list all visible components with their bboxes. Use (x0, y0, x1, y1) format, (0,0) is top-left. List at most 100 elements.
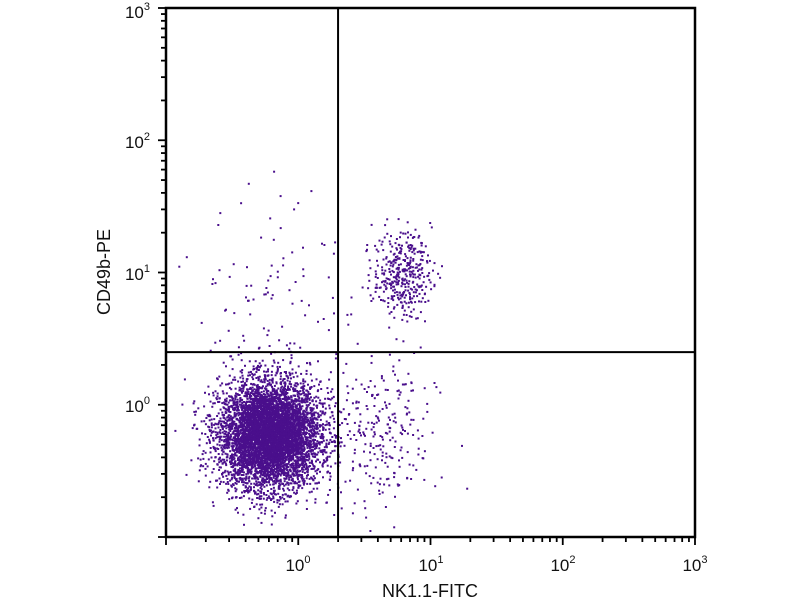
event-point (261, 381, 264, 384)
event-point (246, 424, 249, 426)
event-point (275, 474, 278, 477)
event-point (306, 405, 309, 408)
event-point (262, 459, 265, 462)
event-point (257, 478, 260, 481)
event-point (271, 464, 274, 467)
event-point (247, 460, 250, 463)
event-point (271, 402, 274, 404)
event-point (220, 423, 223, 425)
event-point (296, 456, 299, 459)
event-point (291, 404, 293, 407)
event-point (239, 370, 242, 373)
event-point (304, 440, 307, 443)
event-point (259, 420, 262, 423)
event-point (288, 396, 291, 399)
event-point (291, 434, 294, 437)
event-point (319, 380, 322, 383)
event-point (305, 409, 308, 412)
event-point (243, 441, 246, 444)
event-point (277, 361, 280, 364)
event-point (239, 397, 242, 399)
event-point (286, 379, 289, 382)
event-point (223, 471, 226, 474)
event-point (250, 470, 253, 473)
event-point (247, 491, 250, 494)
event-point (260, 411, 262, 413)
event-point (281, 493, 284, 496)
event-point (241, 479, 244, 482)
event-point (236, 438, 239, 440)
event-point (297, 473, 300, 476)
event-point (251, 477, 254, 480)
event-point (217, 401, 220, 403)
event-point (251, 414, 254, 417)
event-point (258, 471, 261, 474)
event-point (253, 463, 256, 466)
event-point (259, 490, 262, 493)
event-point (303, 458, 306, 461)
event-point (304, 454, 307, 457)
event-point (296, 469, 299, 472)
event-point (283, 454, 286, 457)
event-point (281, 496, 284, 499)
event-point (194, 413, 197, 416)
event-point (244, 486, 247, 489)
event-point (212, 439, 215, 442)
event-point (309, 435, 312, 438)
event-point (234, 490, 237, 493)
event-point (202, 457, 205, 460)
event-point (272, 497, 275, 500)
event-point (264, 409, 267, 412)
event-point (214, 431, 217, 434)
event-point (205, 417, 208, 419)
event-point (254, 465, 256, 468)
event-point (193, 410, 196, 413)
event-point (264, 396, 267, 399)
event-point (299, 453, 302, 456)
event-point (244, 421, 247, 424)
event-point (223, 445, 226, 447)
event-point (298, 426, 301, 429)
event-point (294, 371, 297, 374)
event-point (213, 418, 216, 421)
event-point (298, 447, 300, 450)
event-point (206, 414, 209, 417)
event-point (258, 346, 261, 349)
event-point (278, 339, 281, 342)
event-point (216, 436, 219, 439)
event-point (289, 433, 292, 436)
event-point (308, 461, 311, 464)
event-point (308, 429, 311, 432)
event-point (260, 485, 263, 488)
event-point (289, 373, 292, 375)
event-point (265, 402, 268, 405)
event-point (343, 444, 346, 447)
event-point (234, 460, 237, 463)
event-point (234, 430, 237, 432)
event-point (294, 431, 297, 434)
event-point (283, 480, 286, 483)
event-point (229, 471, 232, 474)
event-point (314, 498, 317, 501)
event-point (216, 431, 219, 434)
event-point (239, 478, 242, 481)
event-point (294, 427, 297, 430)
event-point (232, 400, 235, 403)
event-point (319, 435, 322, 438)
event-point (248, 439, 251, 442)
event-point (299, 416, 302, 419)
event-point (231, 368, 234, 371)
event-point (301, 405, 304, 408)
event-point (309, 409, 312, 411)
event-point (214, 456, 217, 459)
event-point (242, 410, 245, 413)
event-point (316, 487, 319, 490)
event-point (235, 441, 238, 444)
event-point (271, 390, 274, 393)
event-point (218, 440, 221, 443)
event-point (273, 493, 276, 496)
event-point (252, 447, 255, 450)
event-point (241, 440, 244, 443)
event-point (247, 425, 250, 428)
event-point (244, 425, 247, 428)
